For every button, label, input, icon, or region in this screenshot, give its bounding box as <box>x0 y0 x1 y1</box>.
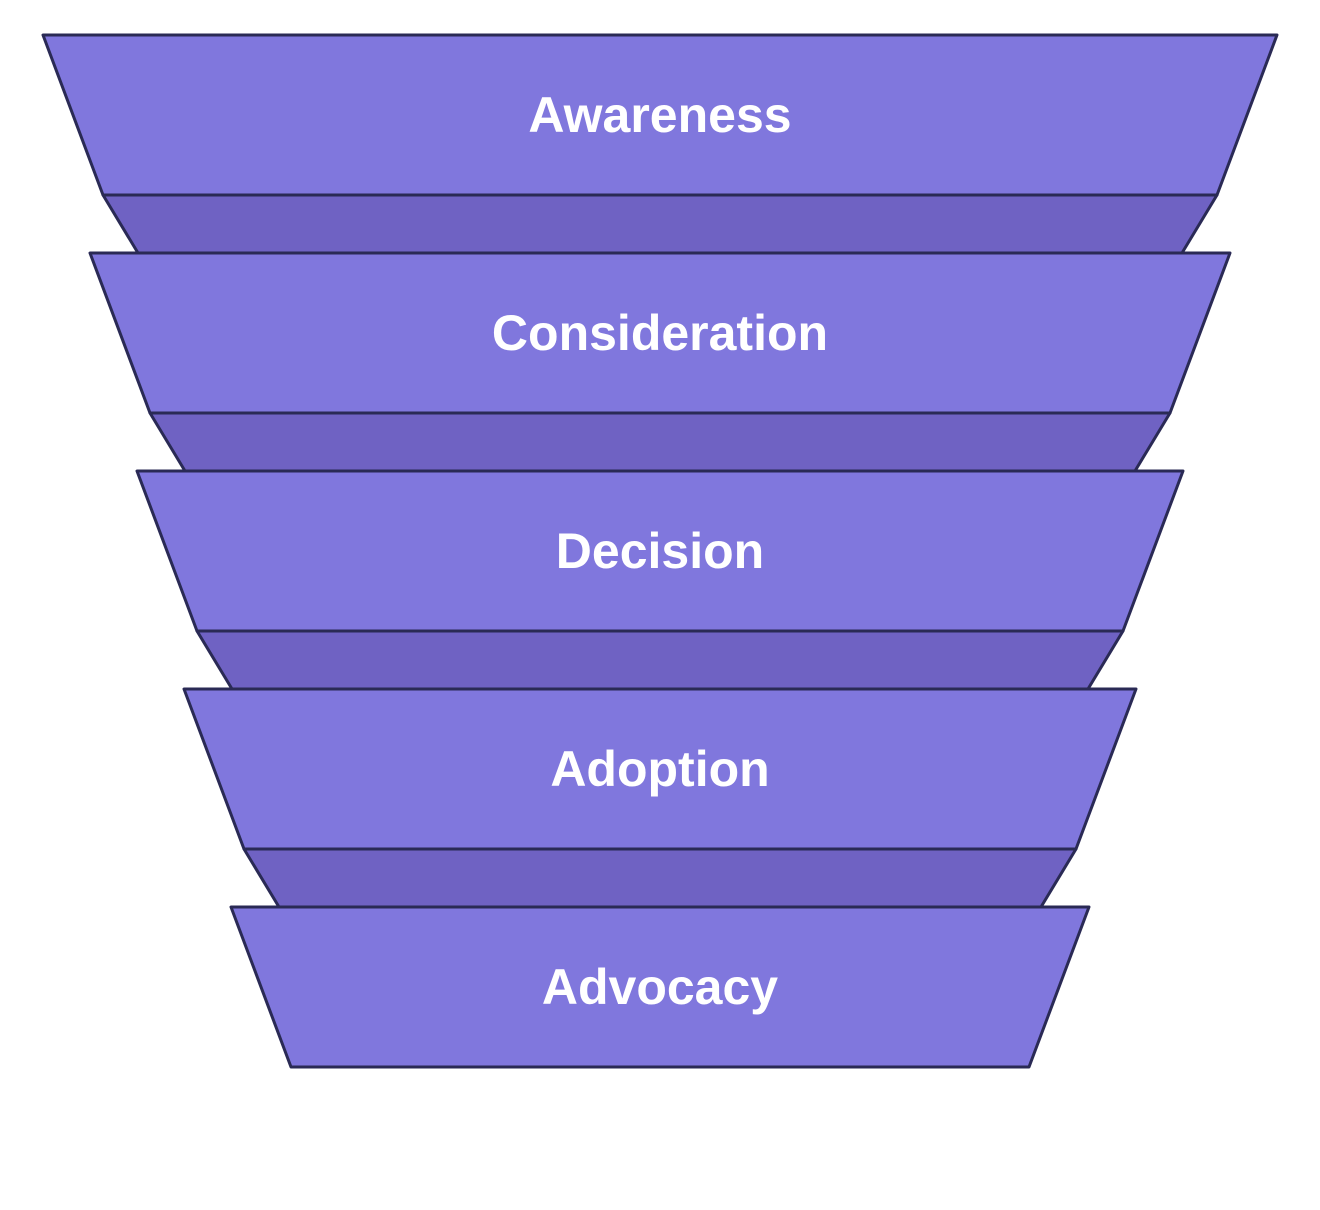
funnel-connector-2 <box>197 631 1123 689</box>
funnel-stage-label-4: Advocacy <box>542 959 778 1015</box>
funnel-stage-label-3: Adoption <box>550 741 769 797</box>
funnel-stage-label-2: Decision <box>556 523 764 579</box>
funnel-diagram: Awareness Consideration Decision Adoption Ad… <box>0 0 1320 1210</box>
funnel-connector-1 <box>150 413 1170 471</box>
funnel-connector-3 <box>244 849 1076 907</box>
funnel-stage-label-1: Consideration <box>492 305 828 361</box>
funnel-connector-0 <box>103 195 1217 253</box>
funnel-stage-label-0: Awareness <box>528 87 791 143</box>
